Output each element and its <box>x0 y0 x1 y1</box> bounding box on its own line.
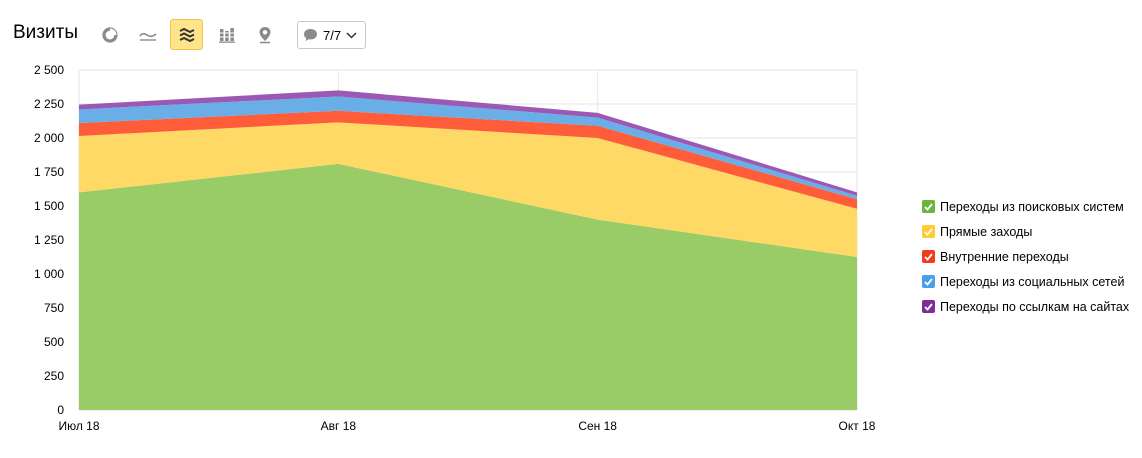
area-series-0 <box>79 163 857 410</box>
x-tick-label-3: Окт 18 <box>839 419 876 433</box>
checkbox-icon[interactable] <box>922 250 935 263</box>
report-toolbar: Визиты <box>0 0 1142 70</box>
line-chart-icon <box>138 32 156 41</box>
area-series-4 <box>79 90 857 196</box>
x-tick-label-0: Июл 18 <box>58 419 99 433</box>
legend-item-2[interactable]: Внутренние переходы <box>922 244 1129 269</box>
legend-item-0[interactable]: Переходы из поисковых систем <box>922 194 1129 219</box>
chart-area: 0 250 500 750 1 000 1 250 1 500 1 750 2 000 2 250… <box>0 58 900 453</box>
pie-chart-button[interactable] <box>93 19 126 50</box>
pie-chart-icon <box>101 26 118 43</box>
area-series-3 <box>79 96 857 200</box>
y-tick-label-10: 2 500 <box>34 63 64 77</box>
x-tick-label-2: Сен 18 <box>578 419 617 433</box>
comment-bubble-icon <box>304 29 317 41</box>
y-tick-label-0: 0 <box>57 403 64 417</box>
area-series-1 <box>79 122 857 257</box>
map-button[interactable] <box>248 19 281 50</box>
stacked-area-button[interactable] <box>170 19 203 50</box>
segments-dropdown[interactable]: 7/7 <box>297 21 366 49</box>
stacked-area-chart: 0 250 500 750 1 000 1 250 1 500 1 750 2 000 2 250… <box>34 63 876 433</box>
legend-item-4[interactable]: Переходы по ссылкам на сайтах <box>922 294 1129 319</box>
y-tick-label-1: 250 <box>44 369 64 383</box>
y-tick-label-8: 2 000 <box>34 131 64 145</box>
y-tick-label-9: 2 250 <box>34 97 64 111</box>
y-tick-label-3: 750 <box>44 301 64 315</box>
bar-chart-button[interactable] <box>210 19 243 50</box>
line-chart-button[interactable] <box>131 19 164 50</box>
legend: Переходы из поисковых систем Прямые заход… <box>922 194 1129 319</box>
y-tick-label-4: 1 000 <box>34 267 64 281</box>
y-tick-label-6: 1 500 <box>34 199 64 213</box>
legend-label: Переходы по ссылкам на сайтах <box>940 299 1130 314</box>
legend-label: Внутренние переходы <box>940 249 1069 264</box>
y-tick-label-5: 1 250 <box>34 233 64 247</box>
legend-item-3[interactable]: Переходы из социальных сетей <box>922 269 1129 294</box>
stacked-area-icon <box>179 27 194 42</box>
checkbox-icon[interactable] <box>922 275 935 288</box>
legend-item-1[interactable]: Прямые заходы <box>922 219 1129 244</box>
legend-label: Переходы из поисковых систем <box>940 199 1124 214</box>
legend-label: Переходы из социальных сетей <box>940 274 1125 289</box>
checkbox-icon[interactable] <box>922 200 935 213</box>
bar-chart-icon <box>218 27 235 43</box>
area-series-2 <box>79 110 857 209</box>
y-tick-label-7: 1 750 <box>34 165 64 179</box>
y-tick-label-2: 500 <box>44 335 64 349</box>
legend-label: Прямые заходы <box>940 224 1033 239</box>
map-pin-icon <box>259 26 270 43</box>
x-tick-label-1: Авг 18 <box>321 419 357 433</box>
page-title: Визиты <box>13 22 78 43</box>
segments-count: 7/7 <box>323 27 342 43</box>
checkbox-icon[interactable] <box>922 300 935 313</box>
chevron-down-icon <box>346 31 357 39</box>
checkbox-icon[interactable] <box>922 225 935 238</box>
